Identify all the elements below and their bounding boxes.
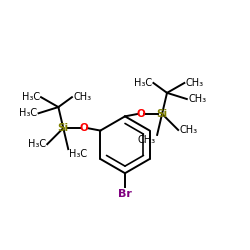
Text: CH₃: CH₃	[188, 94, 206, 104]
Text: Si: Si	[58, 123, 69, 133]
Text: H₃C: H₃C	[134, 78, 152, 88]
Text: CH₃: CH₃	[138, 135, 156, 145]
Text: O: O	[137, 109, 145, 119]
Text: O: O	[80, 123, 89, 133]
Text: H₃C: H₃C	[28, 139, 46, 149]
Text: H₃C: H₃C	[19, 108, 37, 118]
Text: CH₃: CH₃	[186, 78, 204, 88]
Text: H₃C: H₃C	[70, 149, 87, 159]
Text: Br: Br	[118, 189, 132, 199]
Text: Si: Si	[156, 109, 168, 119]
Text: H₃C: H₃C	[22, 92, 40, 102]
Text: CH₃: CH₃	[73, 92, 91, 102]
Text: CH₃: CH₃	[180, 125, 198, 135]
